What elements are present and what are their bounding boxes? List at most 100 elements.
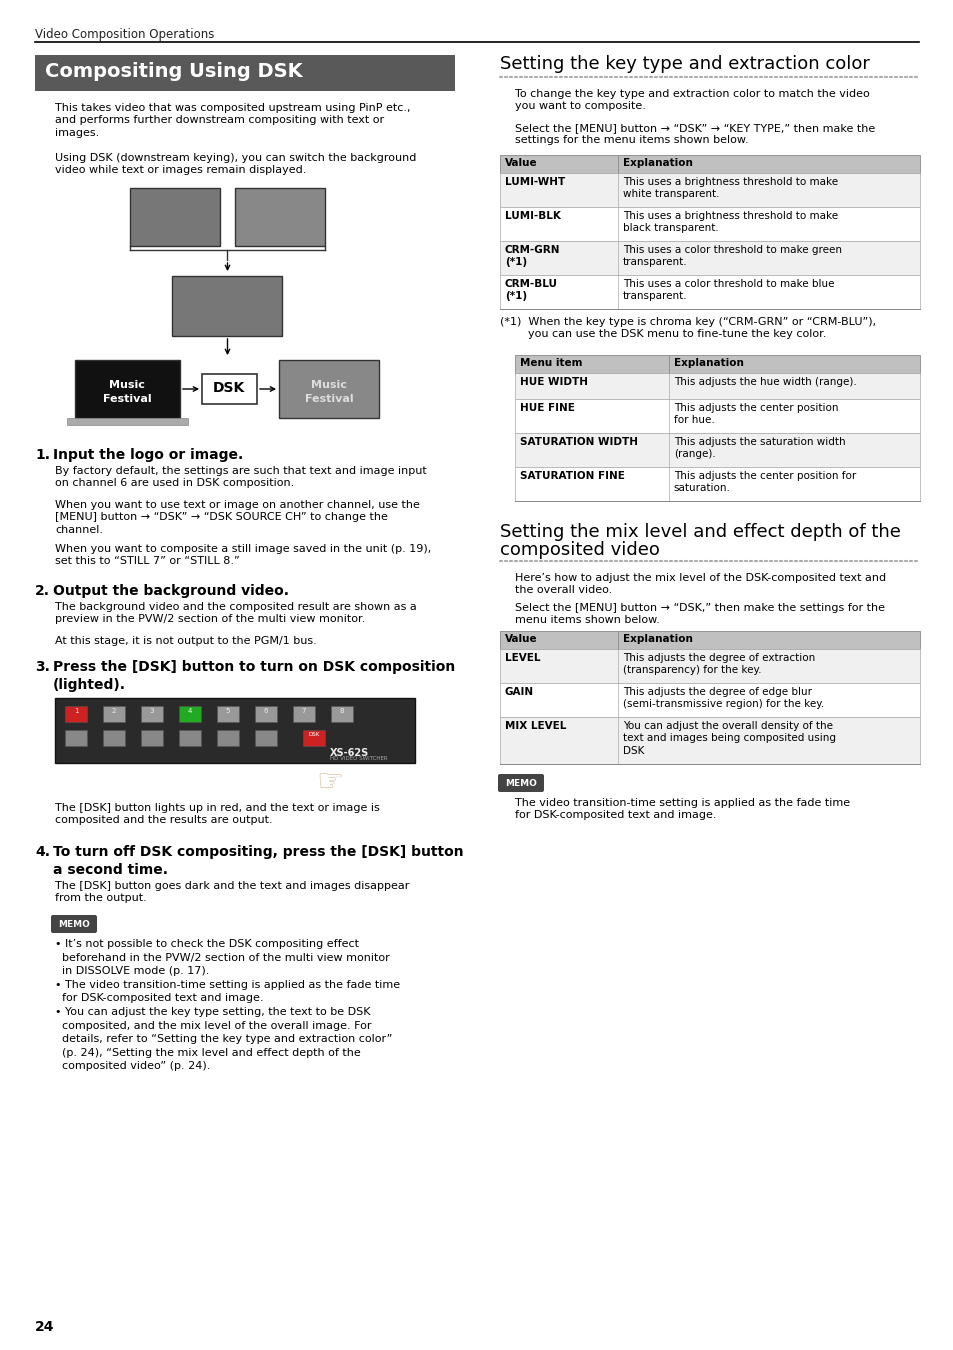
Text: DSK: DSK	[308, 732, 319, 737]
Bar	[216, 730, 239, 747]
Text: Explanation: Explanation	[622, 634, 692, 644]
Bar	[130, 188, 220, 246]
Text: This adjusts the center position for
saturation.: This adjusts the center position for sat…	[673, 471, 855, 493]
Text: CRM-GRN
(*1): CRM-GRN (*1)	[504, 244, 560, 267]
Text: Output the background video.: Output the background video.	[53, 585, 289, 598]
Text: Video Composition Operations: Video Composition Operations	[35, 28, 214, 40]
Bar	[293, 706, 314, 722]
Bar	[515, 373, 919, 400]
Text: 1: 1	[73, 707, 78, 714]
Bar	[499, 173, 919, 207]
Bar	[515, 433, 919, 467]
Text: XS-62S: XS-62S	[330, 748, 369, 757]
Text: Press the [DSK] button to turn on DSK composition
(lighted).: Press the [DSK] button to turn on DSK co…	[53, 660, 455, 693]
Text: Using DSK (downstream keying), you can switch the background
video while text or: Using DSK (downstream keying), you can s…	[55, 153, 416, 176]
Text: Here’s how to adjust the mix level of the DSK-composited text and
the overall vi: Here’s how to adjust the mix level of th…	[515, 572, 885, 595]
Bar	[179, 730, 201, 747]
Text: Music
Festival: Music Festival	[103, 379, 152, 404]
Text: HUE FINE: HUE FINE	[519, 404, 575, 413]
Text: 2: 2	[112, 707, 116, 714]
Text: Explanation: Explanation	[673, 358, 743, 369]
Bar	[67, 418, 188, 425]
Text: 24: 24	[35, 1320, 54, 1334]
Text: The video transition-time setting is applied as the fade time
for DSK-composited: The video transition-time setting is app…	[515, 798, 849, 821]
Text: 6: 6	[263, 707, 268, 714]
Text: This uses a color threshold to make green
transparent.: This uses a color threshold to make gree…	[622, 244, 841, 267]
Bar	[216, 706, 239, 722]
Bar	[515, 400, 919, 433]
Text: Select the [MENU] button → “DSK” → “KEY TYPE,” then make the
settings for the me: Select the [MENU] button → “DSK” → “KEY …	[515, 123, 874, 146]
Text: HUE WIDTH: HUE WIDTH	[519, 377, 587, 387]
FancyBboxPatch shape	[497, 774, 543, 792]
Bar	[75, 360, 180, 418]
Text: This adjusts the center position
for hue.: This adjusts the center position for hue…	[673, 404, 838, 425]
Text: 2.: 2.	[35, 585, 50, 598]
Bar	[499, 630, 919, 649]
Bar	[141, 730, 163, 747]
Bar	[515, 467, 919, 501]
Text: By factory default, the settings are such that text and image input
on channel 6: By factory default, the settings are suc…	[55, 466, 426, 489]
Bar	[499, 717, 919, 764]
Text: 3: 3	[150, 707, 154, 714]
Bar	[35, 55, 455, 90]
Bar	[141, 706, 163, 722]
Bar	[499, 683, 919, 717]
Text: MEMO: MEMO	[504, 779, 537, 788]
Text: This takes video that was composited upstream using PinP etc.,
and performs furt: This takes video that was composited ups…	[55, 103, 410, 138]
Text: SATURATION WIDTH: SATURATION WIDTH	[519, 437, 638, 447]
Text: SATURATION FINE: SATURATION FINE	[519, 471, 624, 481]
Text: Menu item: Menu item	[519, 358, 582, 369]
Text: HD VIDEO SWITCHER: HD VIDEO SWITCHER	[330, 756, 387, 761]
Bar	[254, 730, 276, 747]
Text: To change the key type and extraction color to match the video
you want to compo: To change the key type and extraction co…	[515, 89, 869, 112]
Text: MEMO: MEMO	[58, 919, 90, 929]
Text: 5: 5	[226, 707, 230, 714]
Text: DSK: DSK	[213, 381, 245, 396]
Text: Compositing Using DSK: Compositing Using DSK	[45, 62, 302, 81]
Text: 4.: 4.	[35, 845, 50, 859]
Bar	[179, 706, 201, 722]
Bar	[499, 155, 919, 173]
Text: 7: 7	[301, 707, 306, 714]
Text: This adjusts the degree of edge blur
(semi-transmissive region) for the key.: This adjusts the degree of edge blur (se…	[622, 687, 823, 709]
Text: This uses a color threshold to make blue
transparent.: This uses a color threshold to make blue…	[622, 279, 833, 301]
Bar	[254, 706, 276, 722]
Text: GAIN: GAIN	[504, 687, 534, 697]
Text: Music
Festival: Music Festival	[304, 379, 353, 404]
Bar	[499, 649, 919, 683]
Text: This adjusts the degree of extraction
(transparency) for the key.: This adjusts the degree of extraction (t…	[622, 653, 814, 675]
Text: You can adjust the overall density of the
text and images being composited using: You can adjust the overall density of th…	[622, 721, 835, 756]
Text: LEVEL: LEVEL	[504, 653, 540, 663]
Bar	[103, 730, 125, 747]
Text: The [DSK] button goes dark and the text and images disappear
from the output.: The [DSK] button goes dark and the text …	[55, 882, 409, 903]
Text: Input the logo or image.: Input the logo or image.	[53, 448, 243, 462]
Text: 4: 4	[188, 707, 192, 714]
Text: MIX LEVEL: MIX LEVEL	[504, 721, 566, 730]
Text: • It’s not possible to check the DSK compositing effect
  beforehand in the PVW/: • It’s not possible to check the DSK com…	[55, 940, 399, 1072]
Text: Explanation: Explanation	[622, 158, 692, 167]
Bar	[103, 706, 125, 722]
Text: At this stage, it is not output to the PGM/1 bus.: At this stage, it is not output to the P…	[55, 636, 316, 647]
Bar	[202, 374, 256, 404]
Text: (*1)  When the key type is chroma key (“CRM-GRN” or “CRM-BLU”),
        you can : (*1) When the key type is chroma key (“C…	[499, 317, 875, 339]
Bar	[331, 706, 353, 722]
Text: The background video and the composited result are shown as a
preview in the PVW: The background video and the composited …	[55, 602, 416, 625]
Bar	[65, 730, 87, 747]
Text: Value: Value	[504, 158, 537, 167]
Text: 1.: 1.	[35, 448, 50, 462]
Text: Select the [MENU] button → “DSK,” then make the settings for the
menu items show: Select the [MENU] button → “DSK,” then m…	[515, 603, 884, 625]
Text: This adjusts the saturation width
(range).: This adjusts the saturation width (range…	[673, 437, 844, 459]
Bar	[172, 275, 282, 336]
Text: This uses a brightness threshold to make
white transparent.: This uses a brightness threshold to make…	[622, 177, 837, 200]
Text: ☞: ☞	[316, 768, 343, 796]
Text: When you want to use text or image on another channel, use the
[MENU] button → “: When you want to use text or image on an…	[55, 500, 419, 535]
Bar	[499, 275, 919, 309]
Text: Value: Value	[504, 634, 537, 644]
Text: LUMI-WHT: LUMI-WHT	[504, 177, 565, 188]
Text: This adjusts the hue width (range).: This adjusts the hue width (range).	[673, 377, 856, 387]
Text: Setting the key type and extraction color: Setting the key type and extraction colo…	[499, 55, 869, 73]
FancyBboxPatch shape	[51, 915, 97, 933]
Bar	[55, 698, 415, 763]
Text: Setting the mix level and effect depth of the: Setting the mix level and effect depth o…	[499, 522, 900, 541]
Bar	[278, 360, 378, 418]
